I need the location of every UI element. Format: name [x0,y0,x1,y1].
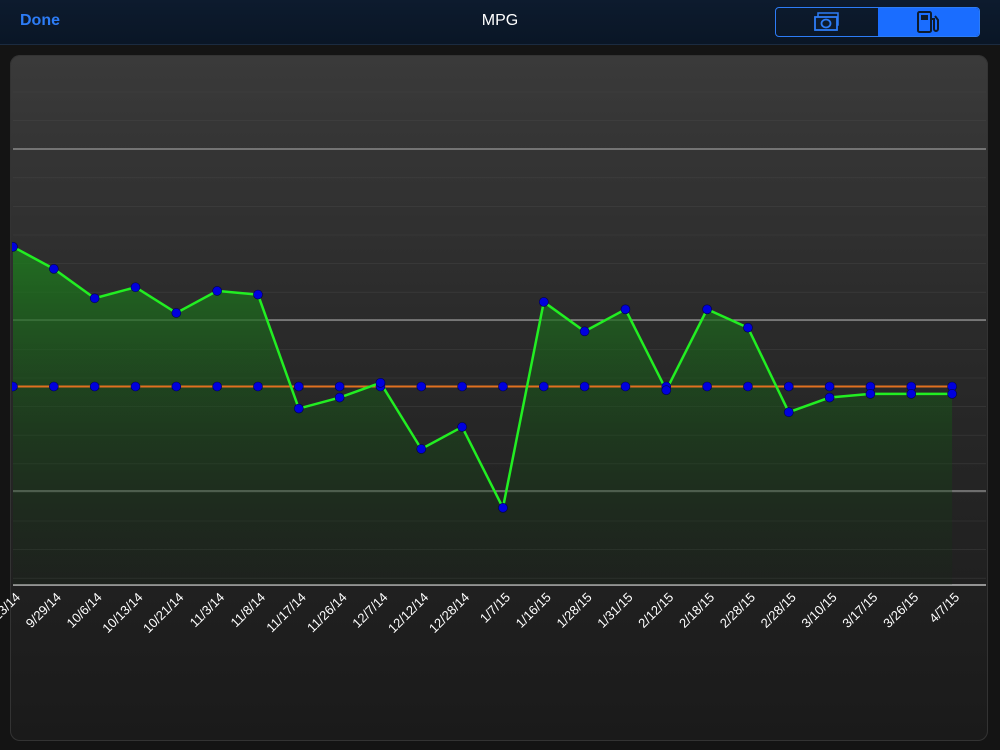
cost-view-button[interactable] [776,8,878,36]
x-tick-label: 2/18/15 [676,590,717,631]
x-tick-label: 11/17/14 [263,590,309,636]
average-point [212,381,222,392]
mpg-point [294,403,304,414]
x-tick-label: 1/28/15 [553,590,594,631]
mpg-point [12,242,18,252]
x-tick-label: 9/23/14 [0,590,23,631]
mpg-point [620,304,631,315]
average-point [579,381,590,392]
mpg-point [743,322,753,333]
mpg-point [130,282,141,293]
mpg-point [375,378,386,388]
navigation-bar: Done MPG [0,0,1000,45]
mpg-point [579,326,590,337]
page-title: MPG [481,12,519,29]
x-tick-label: 2/28/15 [717,590,758,631]
average-point [130,381,141,392]
x-tick-label: 2/12/15 [635,590,676,631]
average-point [702,381,712,392]
mpg-point [498,503,508,513]
average-point [294,381,304,392]
average-point [824,381,835,392]
average-point [743,381,753,392]
view-segmented-control[interactable] [775,7,980,37]
mpg-point [906,389,917,399]
x-tick-label: 4/7/15 [926,590,962,626]
cash-icon [813,12,839,31]
done-button[interactable]: Done [20,12,60,29]
mpg-point [89,293,100,304]
average-point [49,381,59,392]
mpg-point [824,392,835,403]
mpg-point [661,385,672,395]
mpg-point [212,286,222,296]
average-point [783,381,794,392]
x-tick-label: 3/17/15 [839,590,880,631]
x-tick-label: 11/8/14 [227,590,268,631]
average-point [457,381,467,392]
mpg-point [49,264,59,274]
mpg-point [947,389,957,399]
mpg-point [538,297,549,307]
mpg-point [253,289,263,300]
fuel-pump-icon [917,11,940,33]
average-point [498,381,508,392]
mpg-point [334,392,345,403]
mpg-point [702,304,712,315]
average-point [620,381,631,392]
mpg-point [865,389,876,399]
average-point [253,381,263,392]
x-tick-label: 10/21/14 [140,590,186,636]
x-tick-label: 3/26/15 [880,590,921,631]
mpg-line [12,245,953,512]
average-point [89,381,100,392]
x-tick-label: 12/28/14 [426,590,472,636]
mpg-point [457,422,467,432]
x-tick-label: 9/29/14 [23,590,64,631]
mpg-view-button[interactable] [877,8,979,36]
mpg-area [13,246,953,586]
average-point [171,381,182,392]
average-point [334,381,345,392]
x-tick-label: 1/7/15 [477,590,513,626]
mpg-point [416,444,427,454]
x-tick-label: 3/10/15 [798,590,839,631]
x-tick-label: 2/28/15 [758,590,799,631]
x-tick-label: 11/3/14 [187,590,228,631]
x-tick-label: 10/13/14 [99,590,145,636]
average-point [416,381,427,392]
x-tick-label: 12/12/14 [385,590,431,636]
x-tick-label: 11/26/14 [304,590,350,636]
x-tick-label: 1/16/15 [513,590,554,631]
mpg-point [171,308,182,318]
average-point [538,381,549,392]
average-point [12,381,18,392]
mpg-point [783,407,794,418]
x-tick-label: 1/31/15 [594,590,635,631]
